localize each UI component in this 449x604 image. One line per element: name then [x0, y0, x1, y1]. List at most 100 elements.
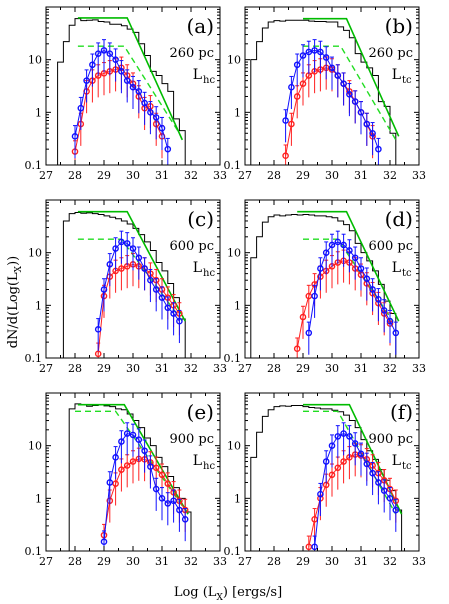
red-point	[152, 464, 160, 472]
histogram	[57, 18, 186, 165]
x-tick-label: 30	[126, 362, 140, 375]
y-tick-label: 10	[227, 440, 241, 453]
model-line	[77, 210, 186, 322]
blue-point	[282, 117, 289, 124]
blue-point	[293, 61, 301, 69]
blue-point	[170, 310, 177, 317]
panel-luminosity: L	[392, 260, 401, 276]
x-tick-label: 32	[184, 362, 198, 375]
x-tick-label: 27	[39, 362, 53, 375]
blue-point	[299, 52, 307, 59]
blue-point	[322, 54, 330, 61]
blue-series	[100, 422, 189, 551]
y-tick-label: 1	[35, 492, 42, 505]
x-tick-label: 27	[238, 169, 252, 182]
blue-point	[317, 490, 324, 498]
blue-point	[100, 47, 108, 54]
x-tick-label: 29	[296, 169, 310, 182]
blue-point	[328, 241, 336, 249]
blue-point	[375, 296, 382, 303]
blue-point	[129, 83, 137, 91]
red-point	[293, 93, 301, 100]
blue-point	[357, 450, 365, 458]
panel-luminosity-sub: hc	[203, 75, 215, 86]
blue-point	[94, 326, 102, 333]
blue-point	[340, 80, 347, 87]
blue-point	[152, 286, 160, 293]
y-tick-label: 10	[227, 54, 241, 67]
panel-c: 27 28 29 30 31 32 33 0.1 1 10 (c) 600 pc L hc	[25, 199, 227, 375]
blue-point	[181, 515, 189, 523]
panel-luminosity: L	[193, 67, 202, 83]
blue-point	[147, 463, 154, 470]
blue-point	[357, 265, 365, 272]
panel-distance: 600 pc	[169, 239, 214, 254]
y-tick-label: 0.1	[25, 352, 43, 365]
blue-series	[94, 230, 183, 352]
red-point	[340, 458, 347, 465]
blue-point	[147, 276, 154, 284]
red-point	[164, 480, 172, 487]
blue-point	[346, 433, 353, 440]
plot-area	[250, 210, 400, 358]
panel-distance: 900 pc	[169, 432, 214, 447]
red-point	[334, 464, 342, 472]
blue-point	[176, 317, 183, 325]
x-tick-label: 31	[155, 362, 169, 375]
model-line	[77, 403, 189, 515]
blue-point	[129, 245, 137, 252]
model-line	[303, 17, 400, 137]
x-tick-label: 28	[68, 555, 82, 568]
y-tick-label: 1	[35, 299, 42, 312]
x-tick-label: 30	[126, 169, 140, 182]
blue-point	[152, 485, 160, 493]
model-line	[77, 17, 184, 141]
panel-letter: (b)	[385, 14, 413, 38]
x-tick-label: 28	[267, 169, 281, 182]
blue-point	[380, 487, 388, 494]
blue-point	[158, 495, 166, 502]
blue-point	[311, 543, 318, 551]
blue-point	[118, 238, 125, 246]
x-tick-label: 27	[39, 555, 53, 568]
y-tick-label: 10	[227, 247, 241, 260]
blue-point	[106, 261, 114, 268]
x-tick-label: 31	[354, 362, 368, 375]
panel-e: 27 28 29 30 31 32 33 0.1 1 10 (e) 900 pc L hc	[25, 392, 227, 568]
panel-distance: 600 pc	[368, 239, 413, 254]
blue-point	[346, 247, 353, 254]
red-point	[288, 120, 295, 128]
blue-point	[141, 447, 148, 455]
blue-point	[176, 506, 183, 514]
x-tick-label: 28	[267, 555, 281, 568]
y-tick-label: 0.1	[224, 159, 242, 172]
model-dashed-line	[77, 238, 183, 322]
red-point	[123, 462, 131, 469]
panel-b: 27 28 29 30 31 32 33 0.1 1 10 (b) 260 pc L tc	[224, 6, 426, 182]
blue-point	[305, 329, 313, 337]
blue-series	[282, 39, 382, 165]
plot-area	[57, 17, 186, 165]
histogram	[250, 214, 397, 358]
blue-point	[351, 254, 359, 262]
blue-point	[83, 77, 90, 84]
panel-luminosity-sub: hc	[203, 268, 215, 279]
blue-point	[351, 440, 359, 447]
red-point	[118, 265, 125, 272]
x-tick-label: 27	[238, 362, 252, 375]
red-point	[118, 466, 125, 473]
blue-point	[322, 458, 330, 465]
panel-distance: 260 pc	[368, 46, 413, 61]
panel-luminosity: L	[193, 260, 202, 276]
x-tick-label: 32	[383, 555, 397, 568]
blue-point	[328, 442, 336, 449]
blue-point	[158, 124, 166, 132]
blue-point	[392, 506, 400, 514]
x-tick-label: 31	[155, 169, 169, 182]
panel-distance: 900 pc	[368, 432, 413, 447]
panel-letter: (f)	[390, 400, 413, 424]
y-axis-label: dN/d(Log(LX))	[6, 256, 24, 349]
x-tick-label: 27	[39, 169, 53, 182]
blue-series	[305, 230, 400, 355]
blue-point	[380, 307, 388, 314]
